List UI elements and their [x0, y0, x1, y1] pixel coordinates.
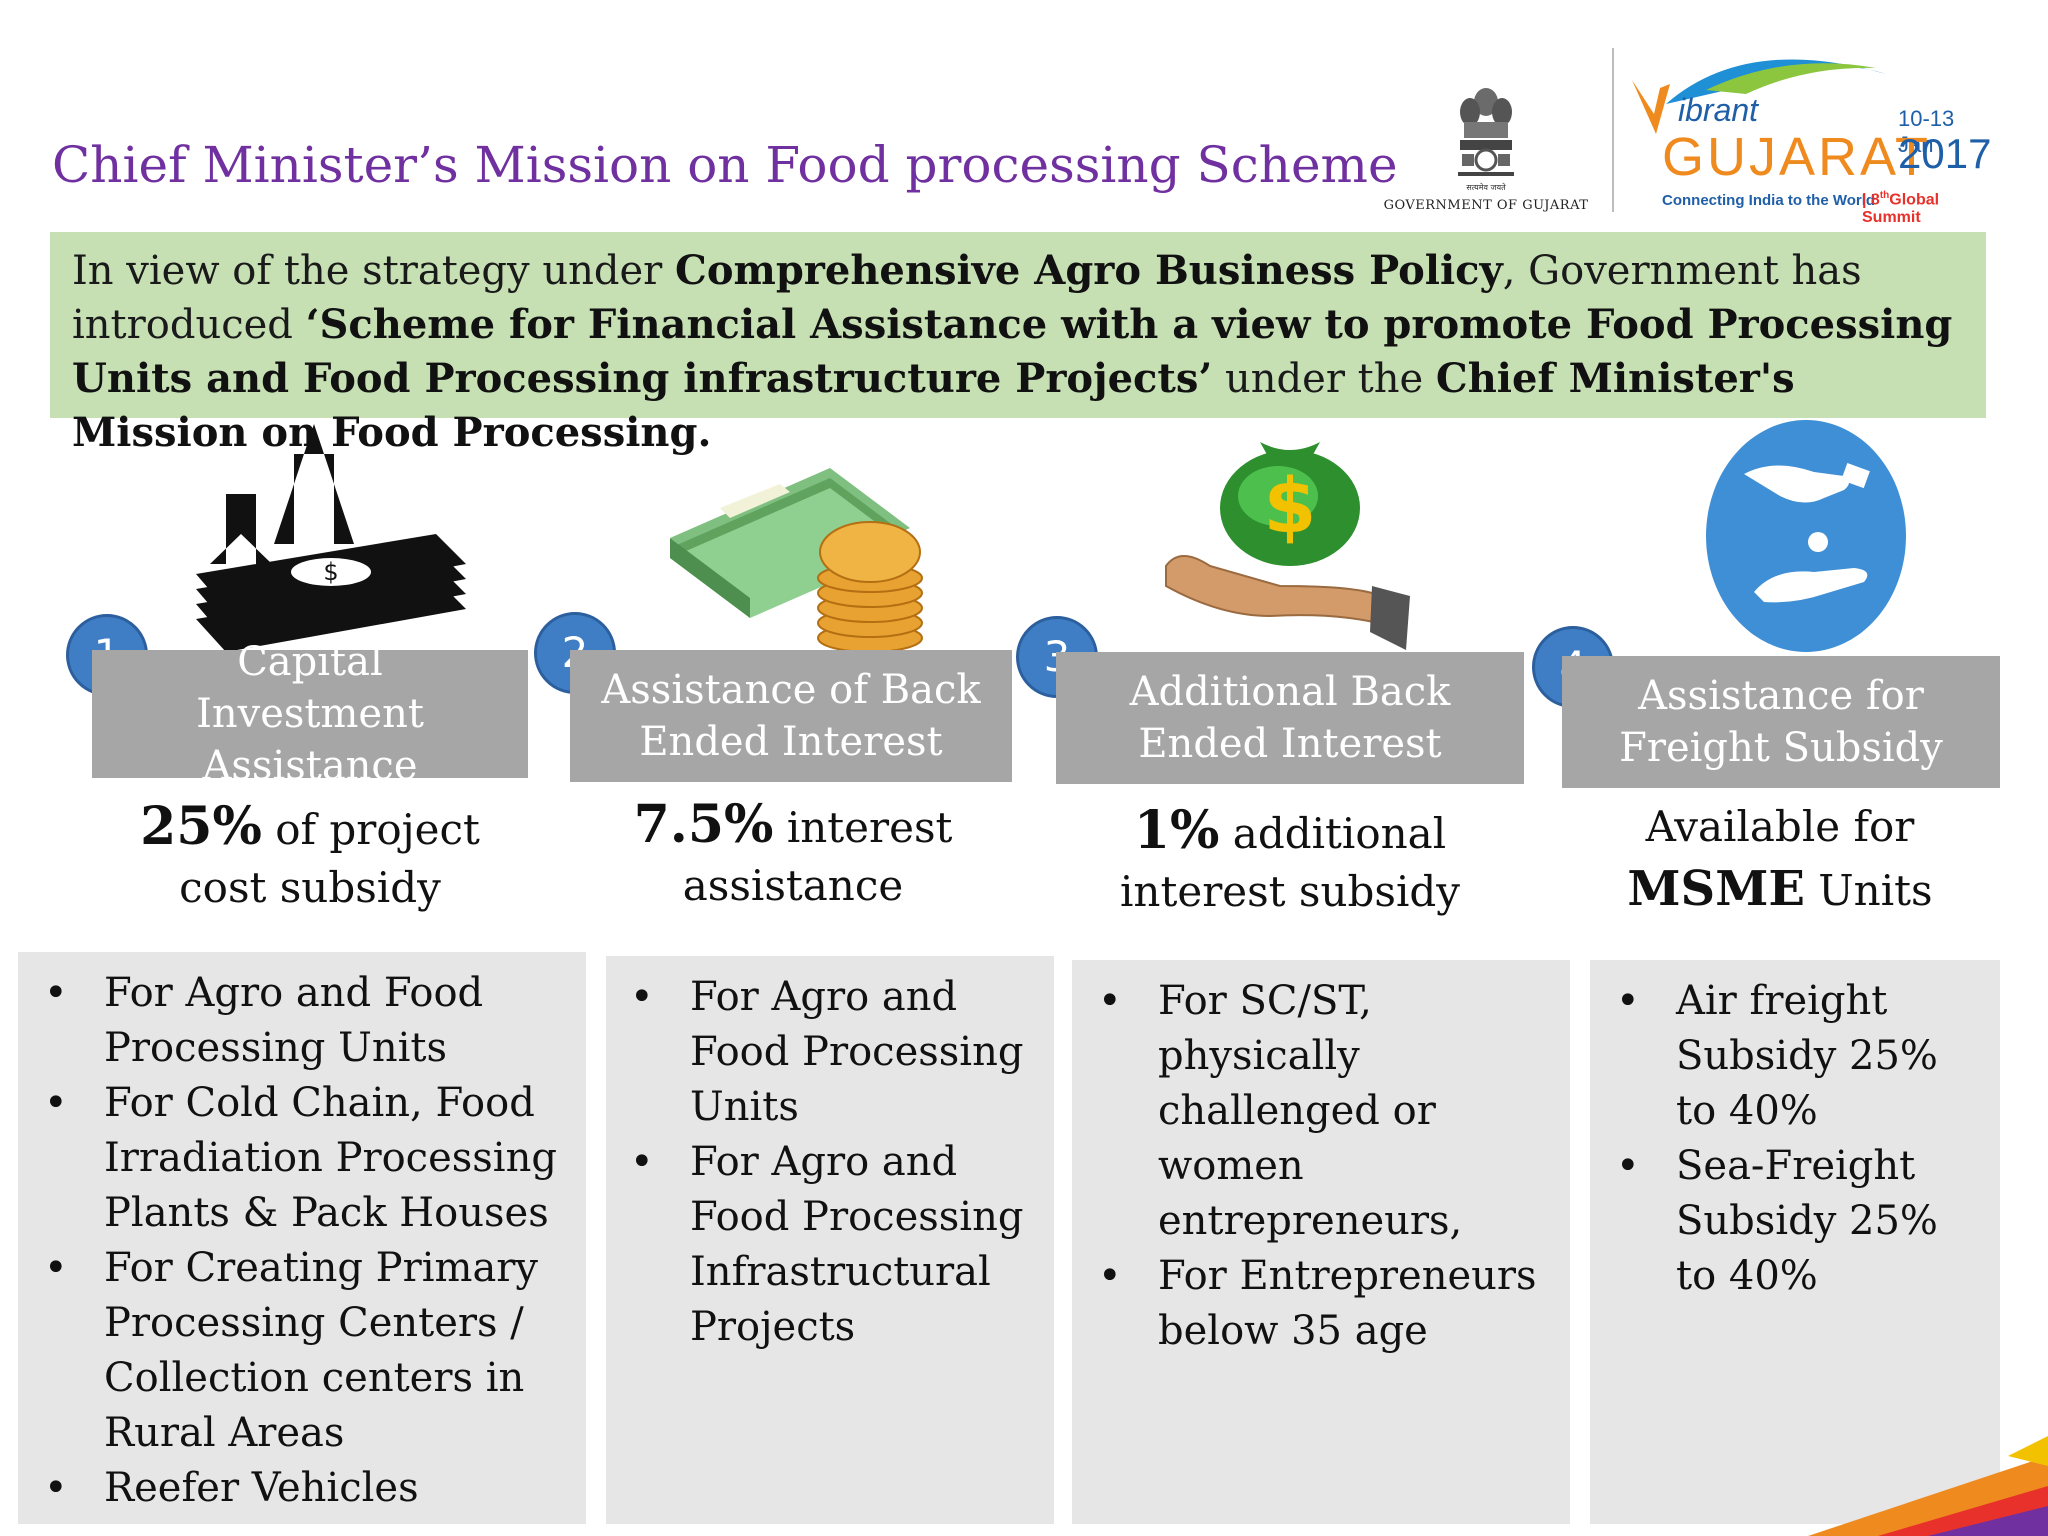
scheme-3-header: Additional Back Ended Interest	[1056, 652, 1524, 784]
vg-summit-number: 8	[1870, 191, 1880, 209]
scheme-3-panel: • For SC/ST, physically challenged or wom…	[1072, 960, 1570, 1524]
vg-gujarat-text: GUJARAT	[1662, 127, 1932, 187]
scheme-2-header: Assistance of Back Ended Interest	[570, 650, 1012, 782]
scheme-1-panel: • For Agro and Food Processing Units • For…	[18, 952, 586, 1524]
money-growth-icon: $	[196, 424, 466, 652]
giving-coin-hand-icon	[1706, 420, 1906, 652]
page-title: Chief Minister’s Mission on Food process…	[52, 136, 1398, 194]
vg-summit-label: Global Summit	[1862, 191, 1940, 227]
government-emblem: सत्यमेव जयते GOVERNMENT OF GUJARAT	[1376, 82, 1596, 222]
list-item: • For Creating Primary Processing Centers…	[44, 1245, 539, 1456]
scheme-4-highlight: Available for MSME Units	[1627, 802, 1933, 917]
list-item: • For Agro and Food Processing Units	[630, 974, 1024, 1130]
emblem-motto: सत्यमेव जयते	[1466, 182, 1506, 192]
scheme-2-bullet-list: • For Agro and Food Processing Units • For…	[606, 956, 1054, 1355]
vibrant-gujarat-logo: ibrant 10-13 Jan GUJARAT 2017 Connecting…	[1626, 44, 1992, 226]
decorative-corner-swoosh	[1808, 1436, 2048, 1536]
scheme-3-bullet-list: • For SC/ST, physically challenged or wom…	[1072, 960, 1570, 1359]
list-item: • Air freight Subsidy 25% to 40%	[1616, 978, 1938, 1134]
vibrant-swoosh-icon	[1632, 59, 1886, 134]
vg-dates: 10-13 Jan	[1898, 106, 1955, 157]
scheme-4-panel: • Air freight Subsidy 25% to 40% • Sea-Fre…	[1590, 960, 2000, 1524]
logo-divider	[1612, 48, 1614, 212]
list-item: • For SC/ST, physically challenged or wom…	[1098, 978, 1463, 1244]
government-label: GOVERNMENT OF GUJARAT	[1383, 198, 1589, 213]
svg-text:$: $	[323, 558, 338, 586]
scheme-4-bullet-list: • Air freight Subsidy 25% to 40% • Sea-Fre…	[1590, 960, 2000, 1304]
scheme-4-header: Assistance for Freight Subsidy	[1562, 656, 2000, 788]
vg-connecting-text: Connecting India to the World	[1662, 192, 1876, 209]
list-item: • For Entrepreneurs below 35 age	[1098, 1253, 1537, 1354]
money-bag-hand-icon: $	[1165, 442, 1410, 650]
cash-and-coins-icon	[670, 468, 923, 653]
scheme-1-header: Capital Investment Assistance	[92, 639, 528, 789]
list-item: • Reefer Vehicles	[44, 1465, 419, 1511]
list-item: • Sea-Freight Subsidy 25% to 40%	[1616, 1143, 1938, 1299]
scheme-1-highlight: 25% of project cost subsidy	[140, 796, 480, 913]
svg-text:$: $	[1264, 461, 1317, 550]
list-item: • For Cold Chain, Food Irradiation Proces…	[44, 1080, 557, 1236]
scheme-2-highlight: 7.5% interest assistance	[633, 794, 953, 911]
scheme-1-bullet-list: • For Agro and Food Processing Units • For…	[18, 952, 586, 1516]
vg-summit-text: | 8thGlobal Summit	[1862, 190, 1940, 227]
vg-year: 2017	[1898, 130, 1992, 177]
intro-box: In view of the strategy under Comprehens…	[50, 232, 1986, 456]
vg-ibrant-text: ibrant	[1678, 92, 1759, 128]
list-item: • For Agro and Food Processing Units	[44, 970, 484, 1071]
scheme-2-panel: • For Agro and Food Processing Units • For…	[606, 956, 1054, 1524]
vg-summit-sup: th	[1879, 190, 1890, 201]
list-item: • For Agro and Food Processing Infrastruc…	[630, 1139, 1024, 1350]
scheme-3-highlight: 1% additional interest subsidy	[1119, 800, 1461, 917]
ashoka-lion-emblem-icon: सत्यमेव जयते	[1458, 88, 1514, 192]
intro-text: In view of the strategy under Comprehens…	[72, 247, 1953, 456]
